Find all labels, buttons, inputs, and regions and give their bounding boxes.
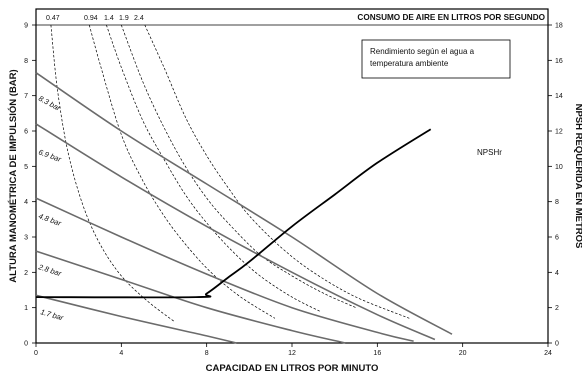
air-curve-1-4 [106, 24, 320, 312]
x-tick-label: 16 [373, 350, 381, 357]
curve-label: 1.7 bar [39, 307, 64, 322]
note-box: Rendimiento según el agua a temperatura … [361, 39, 511, 79]
x-tick-label: 20 [459, 350, 467, 357]
y2-tick-label: 2 [555, 305, 559, 312]
curve-2-8-bar [35, 250, 346, 344]
curve-label: 2.8 bar [36, 262, 62, 278]
y2-tick-label: 10 [555, 164, 563, 171]
y2-tick-label: 16 [555, 58, 563, 65]
note-line-2: temperatura ambiente [370, 59, 449, 68]
top-tick-label: 2.4 [134, 15, 144, 22]
curve-label: 8.3 bar [37, 94, 62, 113]
y2-tick-label: 6 [555, 235, 559, 242]
note-line-1: Rendimiento según el agua a [370, 47, 475, 56]
curve-4-8-bar [35, 197, 414, 342]
curve-label: 4.8 bar [37, 211, 62, 228]
top-tick-label: 0.94 [84, 15, 98, 22]
y-tick-label: 8 [24, 58, 28, 65]
y-tick-label: 4 [24, 199, 28, 206]
x-tick-label: 12 [288, 350, 296, 357]
curve-8-3-bar [35, 72, 453, 335]
y-tick-label: 2 [24, 270, 28, 277]
y-tick-label: 9 [24, 23, 28, 30]
y-tick-label: 5 [24, 164, 28, 171]
air-consumption-curves: 0.47 0.94 1.4 1.9 2.4 [46, 15, 410, 323]
performance-curves: 8.3 bar 6.9 bar 4.8 bar 2.8 bar 1.7 bar NPSHr [35, 72, 502, 344]
x-tick-label: 0 [34, 350, 38, 357]
y2-tick-label: 12 [555, 129, 563, 136]
x-tick-label: 4 [119, 350, 123, 357]
y-tick-label: 7 [24, 93, 28, 100]
y2-axis-title: NPSH REQUERIDA EN METROS [573, 104, 582, 249]
y2-tick-label: 0 [555, 341, 559, 348]
y2-tick-label: 4 [555, 270, 559, 277]
y-tick-label: 0 [24, 341, 28, 348]
y2-tick-label: 8 [555, 199, 559, 206]
y-tick-label: 6 [24, 129, 28, 136]
top-tick-label: 1.9 [119, 15, 129, 22]
air-curve-1-9 [120, 24, 357, 309]
curve-label: NPSHr [477, 148, 502, 157]
top-tick-label: 1.4 [104, 15, 114, 22]
y-tick-label: 3 [24, 235, 28, 242]
x-tick-label: 8 [205, 350, 209, 357]
y2-tick-label: 18 [555, 23, 563, 30]
top-axis-title: CONSUMO DE AIRE EN LITROS POR SEGUNDO [357, 13, 545, 22]
air-curve-0-94 [88, 24, 276, 319]
curve-1-7-bar [35, 294, 237, 344]
top-tick-label: 0.47 [46, 15, 60, 22]
curve-npshr [35, 128, 432, 299]
air-curve-2-4 [144, 24, 410, 319]
curve-label: 6.9 bar [37, 147, 62, 164]
y-tick-label: 1 [24, 305, 28, 312]
curve-6-9-bar [35, 123, 436, 341]
note-box-border [361, 39, 511, 79]
y2-tick-label: 14 [555, 93, 563, 100]
x-axis-title: CAPACIDAD EN LITROS POR MINUTO [206, 363, 379, 374]
y-axis-title: ALTURA MANOMÉTRICA DE IMPULSIÓN (BAR) [7, 69, 19, 282]
x-tick-label: 24 [544, 350, 552, 357]
